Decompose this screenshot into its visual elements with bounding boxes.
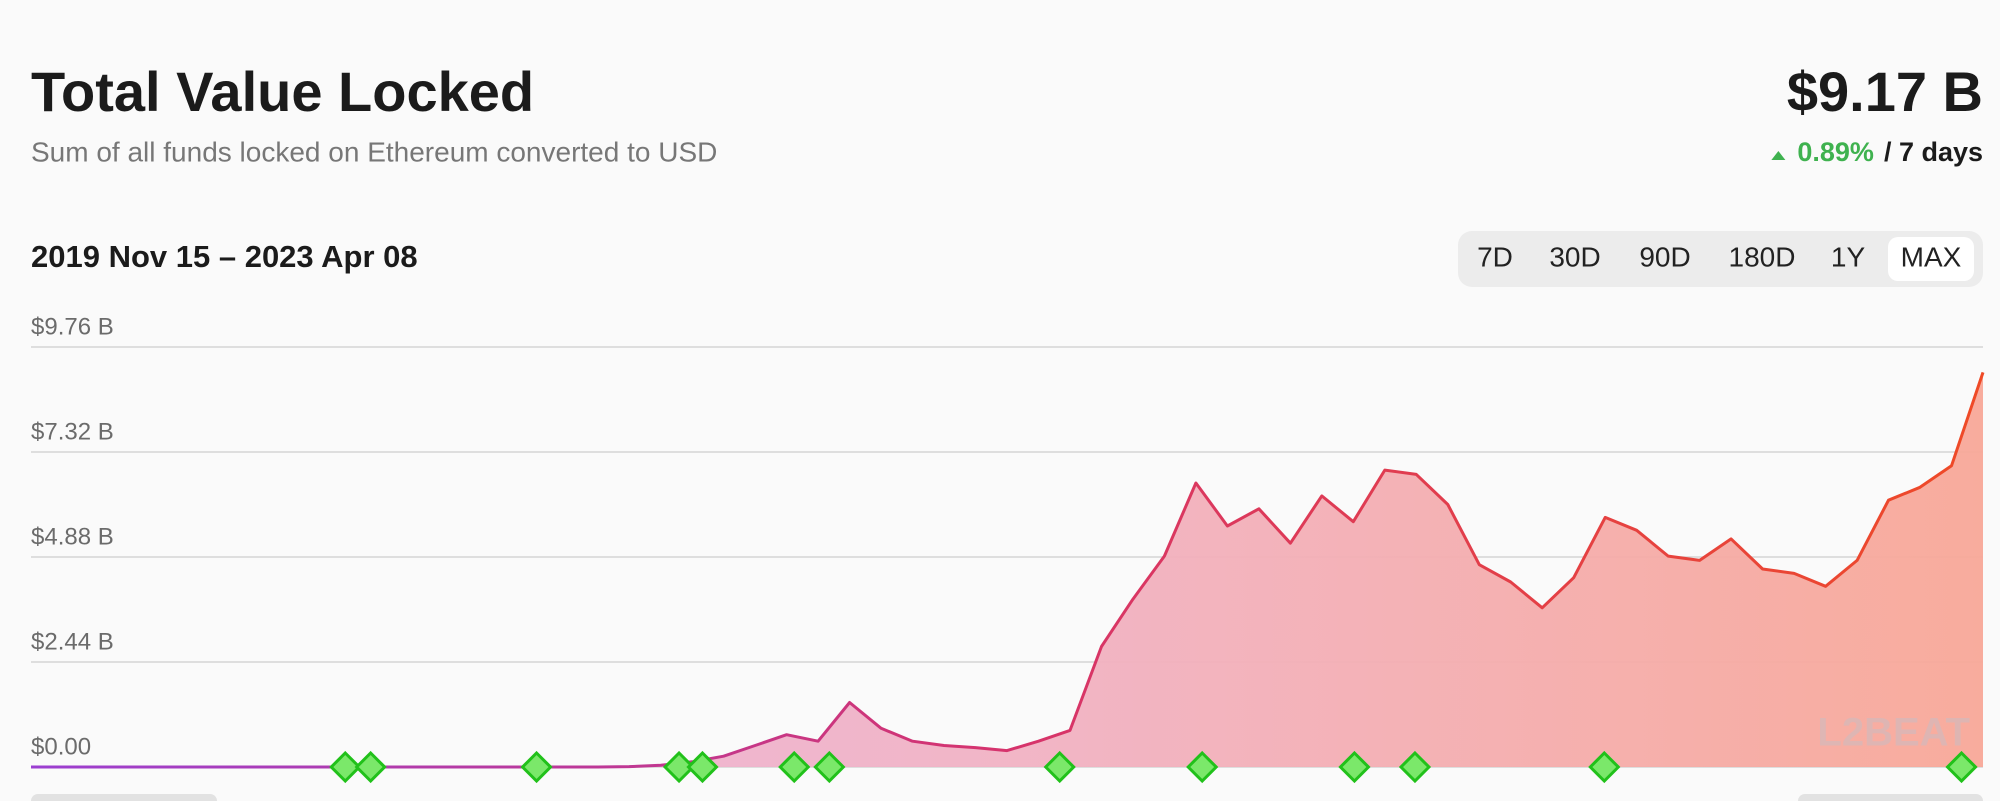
range-button[interactable]: MAX	[1901, 241, 1962, 272]
milestone[interactable]	[778, 750, 811, 784]
milestone[interactable]	[813, 750, 846, 784]
active-range-bg	[1888, 237, 1974, 281]
y-tick-label: $9.76 B	[31, 313, 114, 340]
change-period: / 7 days	[1884, 137, 1983, 167]
subtitle: Sum of all funds locked on Ethereum conv…	[31, 136, 717, 167]
range-selector	[1458, 231, 1983, 287]
date-range: 2019 Nov 15 – 2023 Apr 08	[31, 239, 418, 274]
y-tick-label: $0.00	[31, 733, 91, 760]
milestone[interactable]	[686, 750, 719, 784]
milestone[interactable]	[329, 750, 362, 784]
milestone[interactable]	[520, 750, 553, 784]
milestone[interactable]	[1043, 750, 1076, 784]
y-tick-label: $2.44 B	[31, 628, 114, 655]
milestone[interactable]	[662, 750, 696, 784]
area	[31, 372, 1983, 767]
range-button[interactable]: 90D	[1639, 241, 1690, 272]
range-button[interactable]: 30D	[1549, 241, 1600, 272]
milestone[interactable]	[1186, 750, 1219, 784]
up-arrow	[1771, 151, 1786, 160]
milestone[interactable]	[1398, 750, 1432, 784]
title: Total Value Locked	[31, 60, 534, 123]
scroll-handle	[1798, 794, 1983, 801]
scroll-handle	[31, 794, 217, 801]
range-button[interactable]: 1Y	[1831, 241, 1866, 272]
change-percent: 0.89%	[1797, 137, 1874, 167]
watermark: L2BEAT	[1817, 711, 1970, 755]
y-tick-label: $4.88 B	[31, 523, 114, 550]
milestone[interactable]	[1588, 750, 1621, 784]
plot: $0.00 $2.44 B $4.88 B $7.32 B $9.76 B	[31, 313, 1985, 784]
milestone[interactable]	[1338, 750, 1371, 784]
range-button[interactable]: 7D	[1477, 241, 1513, 272]
total-value: $9.17 B	[1787, 60, 1983, 123]
milestone[interactable]	[1945, 750, 1978, 784]
range-button[interactable]: 180D	[1729, 241, 1796, 272]
y-tick-label: $7.32 B	[31, 418, 114, 445]
range-buttons: 7D 30D 90D 180D 1Y MAX	[1477, 237, 1974, 281]
milestone[interactable]	[354, 750, 387, 784]
